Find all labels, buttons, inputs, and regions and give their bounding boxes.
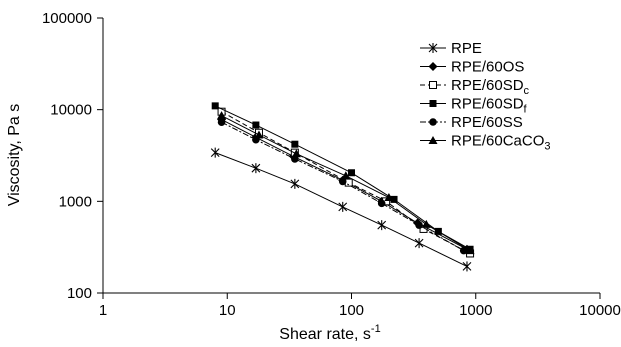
legend-label: RPE/60OS	[451, 59, 524, 76]
series	[217, 111, 475, 255]
legend-label-subscript: c	[524, 85, 530, 97]
legend-label-main: RPE/60OS	[451, 59, 524, 76]
x-tick-label: 10000	[579, 302, 621, 319]
data-point	[341, 171, 351, 180]
data-point	[251, 163, 261, 174]
x-tick-label: 100	[339, 302, 364, 319]
legend-label: RPE/60SDf	[451, 96, 528, 116]
y-axis-title: Viscosity, Pa s	[6, 104, 23, 207]
legend-item: RPE/60SDc	[420, 77, 530, 97]
series-layer	[210, 102, 475, 272]
legend-label-main: RPE/60SD	[451, 77, 524, 94]
data-point	[338, 177, 347, 186]
data-point	[377, 199, 386, 208]
data-point	[429, 100, 437, 107]
data-point	[252, 121, 260, 129]
legend-label-main: RPE/60CaCO	[451, 133, 544, 150]
data-point	[465, 246, 475, 255]
x-axis-title: Shear rate, s-1	[279, 323, 380, 343]
data-point	[338, 201, 348, 212]
legend-label-main: RPE/60SD	[451, 96, 524, 113]
data-point	[462, 261, 472, 272]
legend: RPERPE/60OSRPE/60SDcRPE/60SDfRPE/60SSRPE…	[420, 40, 551, 153]
x-axis-title-superscript: -1	[371, 323, 381, 335]
x-axis-title-main: Shear rate, s	[279, 326, 371, 343]
x-tick-label: 10	[219, 302, 236, 319]
legend-label-main: RPE	[451, 40, 482, 57]
legend-item: RPE/60SDf	[420, 96, 528, 116]
data-point	[384, 193, 394, 202]
data-point	[210, 147, 220, 158]
x-tick-label: 1	[99, 302, 107, 319]
data-point	[290, 178, 300, 189]
data-point	[254, 130, 264, 139]
series	[210, 147, 472, 272]
data-point	[429, 118, 437, 126]
legend-item: RPE/60SS	[420, 114, 523, 131]
legend-label: RPE	[451, 40, 482, 57]
data-point	[428, 43, 438, 53]
data-point	[211, 102, 219, 110]
legend-item: RPE/60CaCO3	[420, 133, 551, 153]
data-point	[428, 136, 438, 144]
y-tick-label: 100000	[42, 10, 92, 27]
legend-label: RPE/60SDc	[451, 77, 530, 97]
data-point	[428, 62, 438, 71]
data-point	[377, 220, 387, 231]
data-point	[291, 140, 299, 148]
data-point	[459, 246, 468, 255]
legend-label: RPE/60CaCO3	[451, 133, 551, 153]
data-point	[429, 81, 437, 89]
data-point	[415, 221, 423, 229]
legend-label-main: RPE/60SS	[451, 114, 523, 131]
legend-label: RPE/60SS	[451, 114, 523, 131]
data-point	[217, 118, 226, 126]
series-line	[215, 152, 468, 267]
axes: 1 10 100 1000 10000 100 1000 10000 100000	[42, 10, 621, 319]
data-point	[291, 149, 301, 158]
legend-item: RPE	[420, 40, 482, 57]
y-tick-label: 100	[67, 285, 92, 302]
data-point	[348, 169, 355, 177]
legend-label-subscript: f	[524, 104, 528, 116]
data-point	[414, 238, 424, 249]
data-point	[390, 195, 398, 203]
legend-label-subscript: 3	[544, 141, 550, 153]
series	[217, 118, 468, 255]
data-point	[421, 219, 431, 228]
data-point	[217, 111, 227, 120]
x-tick-label: 1000	[459, 302, 492, 319]
y-tick-label: 10000	[50, 102, 92, 119]
legend-item: RPE/60OS	[420, 59, 524, 76]
y-tick-label: 1000	[59, 193, 92, 210]
